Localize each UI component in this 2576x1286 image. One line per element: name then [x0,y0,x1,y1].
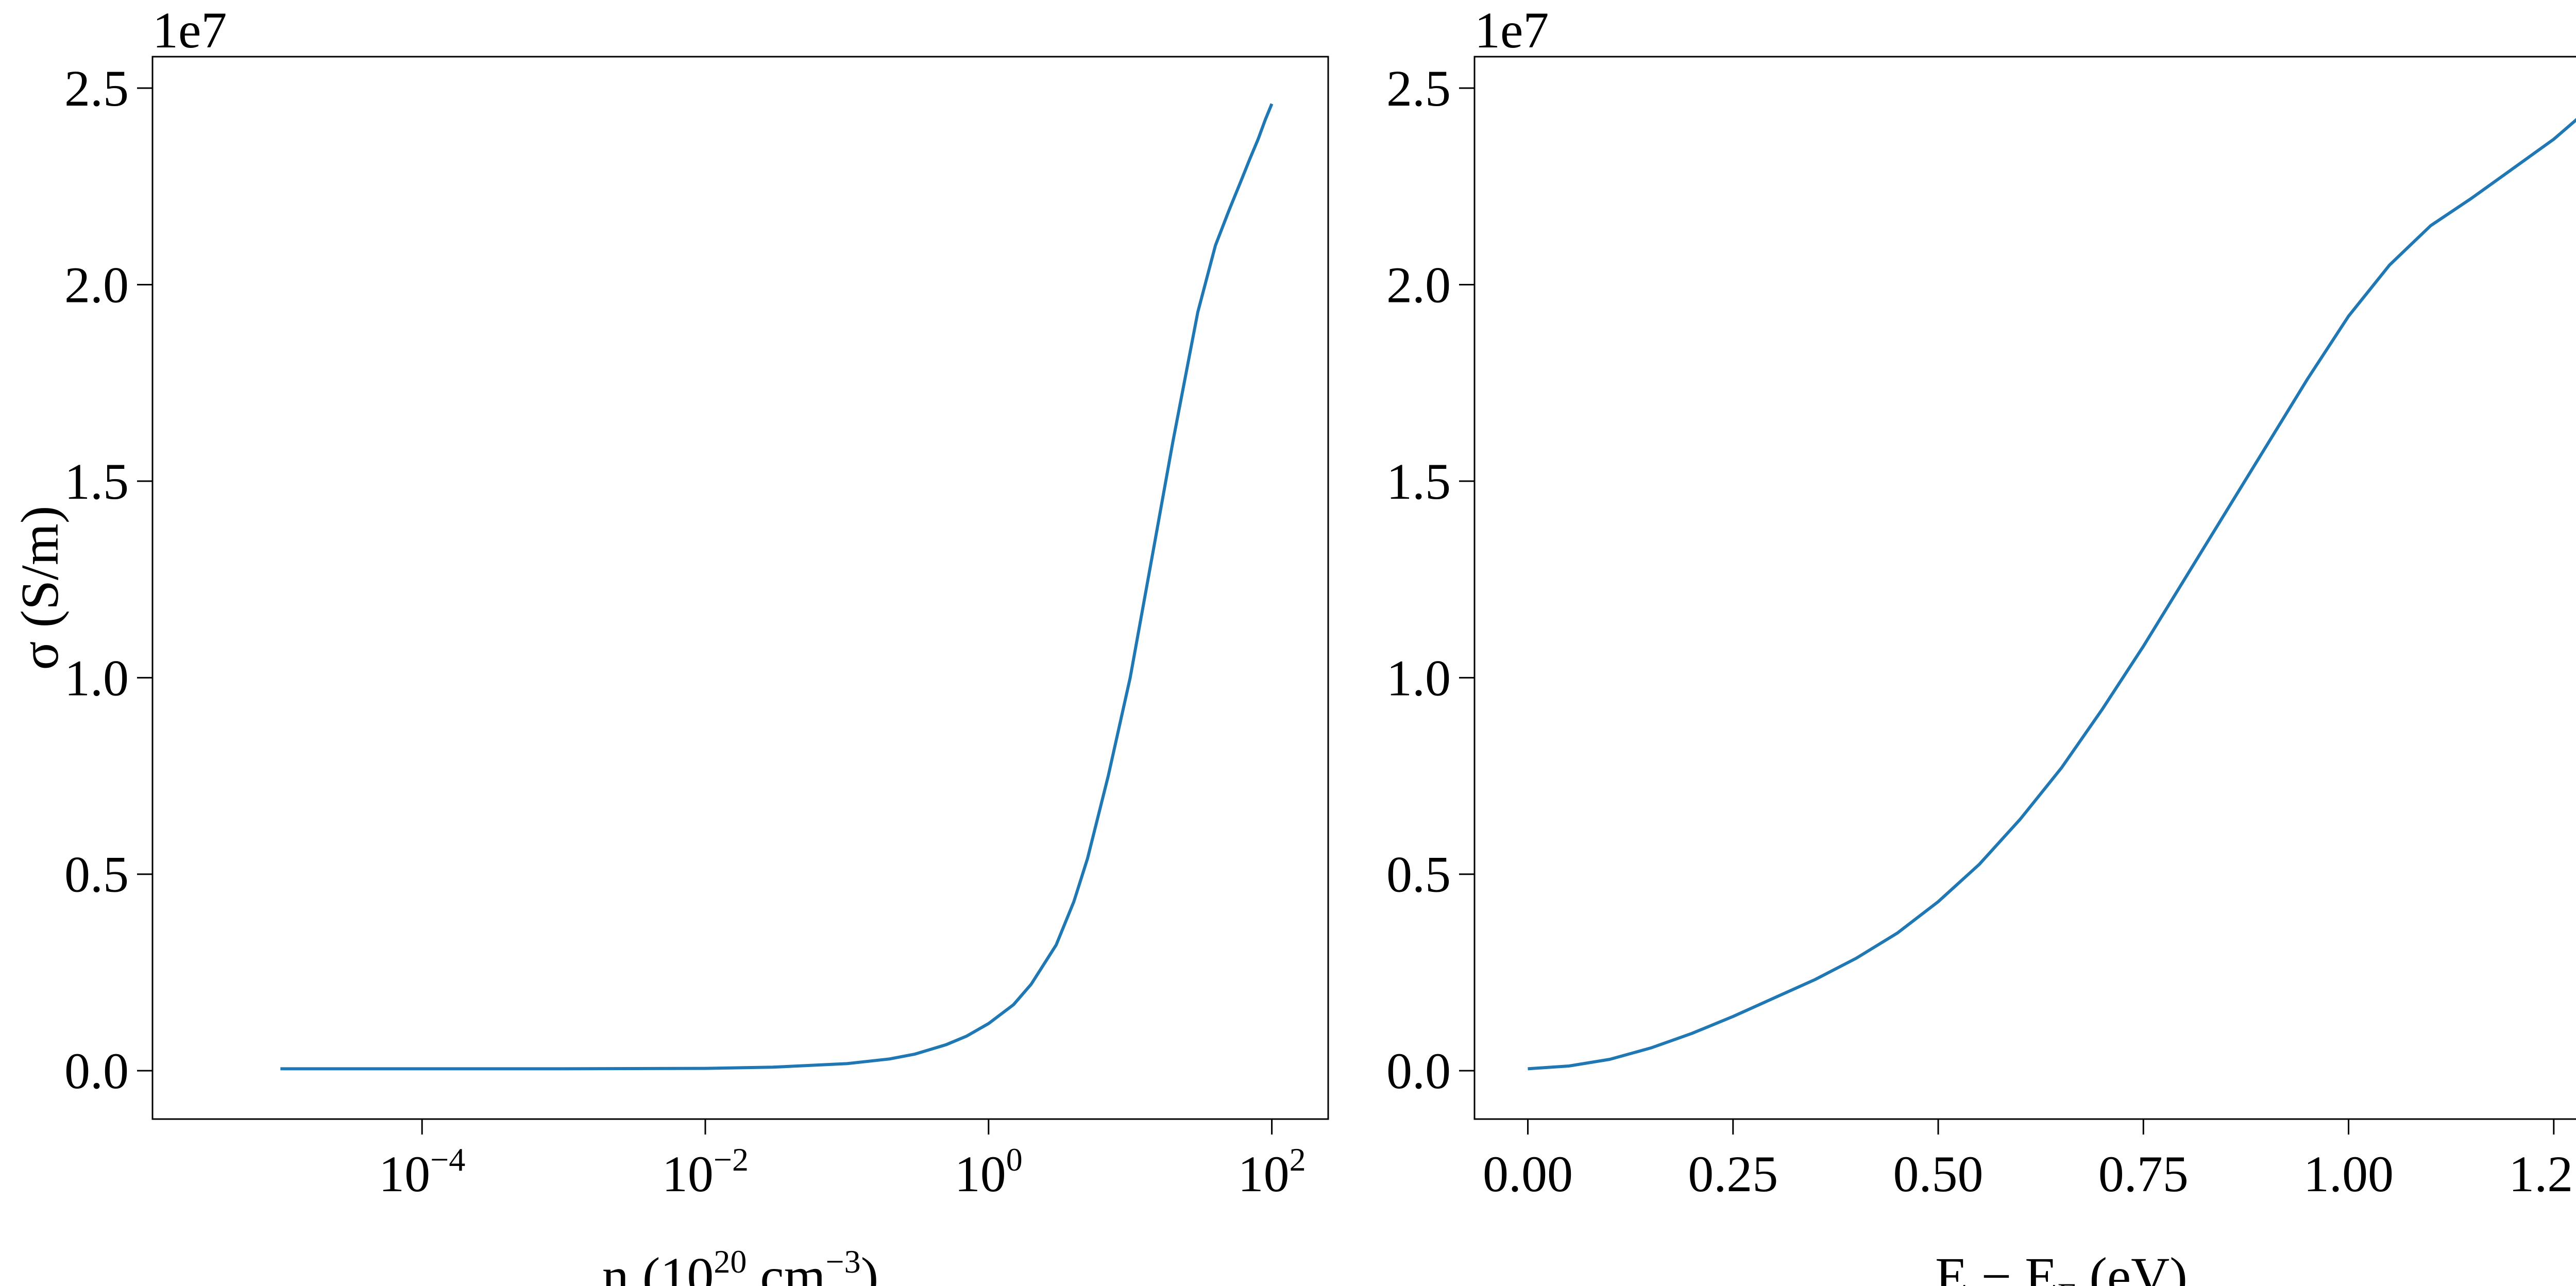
y-offset-label: 1e7 [152,2,227,59]
y-tick-label: 0.5 [64,846,129,903]
x-tick-exponent: 2 [1290,1141,1306,1178]
x-tick-label: 10−2 [662,1141,749,1203]
x-tick-label: 10−4 [379,1141,465,1203]
x-tick-exponent: 0 [1006,1141,1023,1178]
series-line [1528,118,2576,1071]
x-tick-label: 0.50 [1893,1145,1984,1203]
x-tick-label: 102 [1238,1141,1306,1203]
x-tick-exponent: −2 [714,1141,749,1178]
right-chart-panel: 0.0 0.5 1.0 1.5 2.0 2.5 1e7 0.00 0.25 0.50 0.75 1.0… [1386,2,2576,1286]
y-tick-label: 2.5 [64,60,129,117]
x-tick-base: 10 [1238,1145,1290,1203]
x-tick-label: 0.00 [1483,1145,1573,1203]
y-tick-label: 1.5 [64,453,129,510]
y-tick-label: 2.0 [64,256,129,313]
x-axis-label: E − EF (eV) [1935,1247,2188,1286]
x-tick-label: 0.25 [1688,1145,1778,1203]
y-tick-label: 0.0 [64,1042,129,1099]
y-tick-label: 0.5 [1386,846,1451,903]
y-offset-label: 1e7 [1475,2,1549,59]
x-tick-base: 10 [955,1145,1006,1203]
y-tick-label: 2.5 [1386,60,1451,117]
x-tick-exponent: −4 [430,1141,465,1178]
y-tick-label: 1.5 [1386,453,1451,510]
x-tick-base: 10 [379,1145,430,1203]
x-tick-base: 10 [662,1145,714,1203]
y-tick-label: 1.0 [64,649,129,706]
x-tick-label: 0.75 [2098,1145,2189,1203]
x-axis-label: n (1020 cm−3) [602,1243,878,1286]
axes-frame [1473,56,2576,1120]
x-tick-label: 1.25 [2509,1145,2576,1203]
series-line [280,103,1274,1071]
y-tick-label: 2.0 [1386,256,1451,313]
x-tick-label: 100 [955,1141,1023,1203]
y-axis-label: σ (S/m) [10,506,70,670]
y-tick-label: 0.0 [1386,1042,1451,1099]
x-tick-label: 1.00 [2303,1145,2394,1203]
axes-frame [151,56,1329,1120]
y-tick-label: 1.0 [1386,649,1451,706]
